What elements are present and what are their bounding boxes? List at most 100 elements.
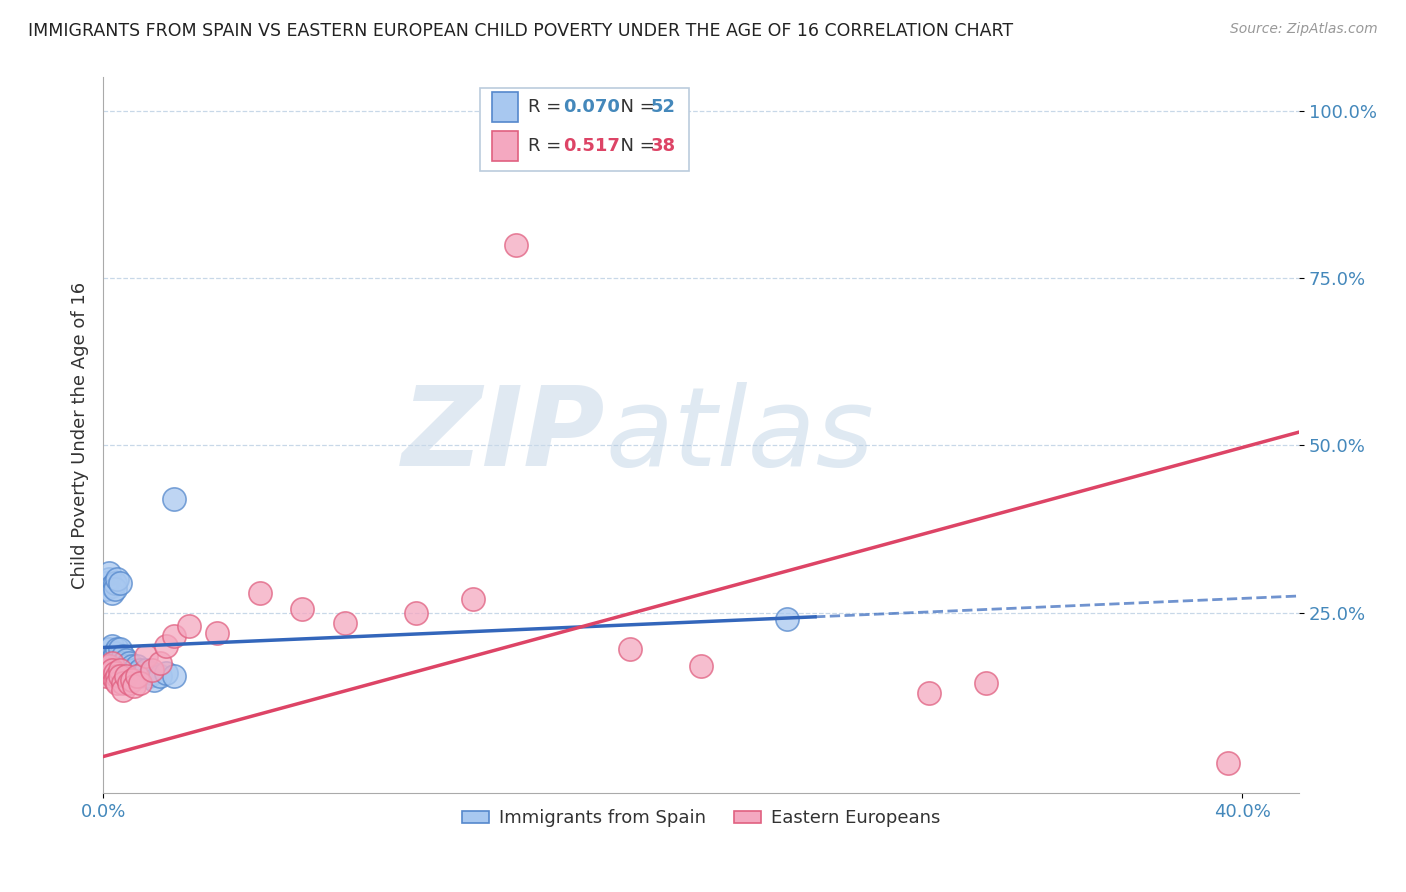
- Y-axis label: Child Poverty Under the Age of 16: Child Poverty Under the Age of 16: [72, 282, 89, 589]
- Point: [97, 659, 120, 673]
- Point: [177, 619, 200, 633]
- Text: atlas: atlas: [606, 382, 875, 489]
- Point: [105, 572, 128, 586]
- Point: [138, 669, 160, 683]
- Point: [143, 673, 166, 687]
- Point: [463, 592, 485, 607]
- Point: [124, 663, 146, 677]
- Point: [141, 663, 163, 677]
- Point: [94, 582, 117, 597]
- Point: [100, 659, 122, 673]
- Point: [163, 629, 186, 643]
- Text: 0.517: 0.517: [564, 137, 620, 155]
- Point: [619, 642, 641, 657]
- Point: [110, 575, 132, 590]
- Point: [129, 676, 152, 690]
- Point: [115, 665, 138, 680]
- Point: [97, 572, 120, 586]
- Point: [121, 659, 143, 673]
- Point: [291, 602, 314, 616]
- Point: [110, 642, 132, 657]
- Point: [112, 682, 135, 697]
- Point: [105, 676, 128, 690]
- Point: [163, 491, 186, 506]
- Point: [112, 663, 135, 677]
- Point: [97, 566, 120, 580]
- Text: N =: N =: [609, 137, 661, 155]
- Point: [105, 659, 128, 673]
- Point: [132, 665, 155, 680]
- Point: [100, 585, 122, 599]
- Point: [97, 642, 120, 657]
- Point: [110, 663, 132, 677]
- FancyBboxPatch shape: [479, 88, 689, 170]
- Point: [155, 665, 177, 680]
- Point: [94, 663, 117, 677]
- Point: [405, 606, 427, 620]
- Point: [118, 663, 141, 677]
- Text: 0.070: 0.070: [564, 98, 620, 116]
- Point: [112, 649, 135, 664]
- Point: [100, 656, 122, 670]
- Point: [112, 656, 135, 670]
- Point: [103, 673, 125, 687]
- Point: [115, 669, 138, 683]
- Point: [103, 582, 125, 597]
- Text: R =: R =: [527, 137, 567, 155]
- Point: [105, 652, 128, 666]
- Point: [110, 669, 132, 683]
- Point: [155, 639, 177, 653]
- Point: [103, 575, 125, 590]
- Point: [94, 656, 117, 670]
- Point: [505, 237, 527, 252]
- Point: [127, 665, 149, 680]
- Point: [163, 669, 186, 683]
- Point: [141, 665, 163, 680]
- Text: ZIP: ZIP: [402, 382, 606, 489]
- Point: [121, 665, 143, 680]
- Point: [105, 669, 128, 683]
- Legend: Immigrants from Spain, Eastern Europeans: Immigrants from Spain, Eastern Europeans: [454, 802, 948, 834]
- Point: [121, 673, 143, 687]
- Point: [149, 656, 172, 670]
- Point: [127, 659, 149, 673]
- Point: [100, 579, 122, 593]
- Point: [103, 656, 125, 670]
- Point: [124, 679, 146, 693]
- Point: [335, 615, 357, 630]
- Point: [775, 612, 797, 626]
- Point: [135, 649, 157, 664]
- Point: [100, 652, 122, 666]
- Point: [100, 639, 122, 653]
- Point: [100, 663, 122, 677]
- Text: 52: 52: [651, 98, 676, 116]
- Point: [105, 642, 128, 657]
- Point: [97, 665, 120, 680]
- Point: [112, 676, 135, 690]
- Point: [94, 663, 117, 677]
- Point: [974, 676, 997, 690]
- Point: [205, 625, 228, 640]
- Point: [1216, 756, 1239, 771]
- Point: [103, 646, 125, 660]
- Text: IMMIGRANTS FROM SPAIN VS EASTERN EUROPEAN CHILD POVERTY UNDER THE AGE OF 16 CORR: IMMIGRANTS FROM SPAIN VS EASTERN EUROPEA…: [28, 22, 1014, 40]
- Point: [135, 663, 157, 677]
- Point: [115, 652, 138, 666]
- Point: [115, 659, 138, 673]
- Point: [149, 669, 172, 683]
- Text: R =: R =: [527, 98, 567, 116]
- Point: [97, 649, 120, 664]
- Point: [690, 659, 713, 673]
- Point: [118, 676, 141, 690]
- Point: [129, 663, 152, 677]
- Text: Source: ZipAtlas.com: Source: ZipAtlas.com: [1230, 22, 1378, 37]
- Point: [918, 686, 941, 700]
- Point: [127, 669, 149, 683]
- Point: [94, 575, 117, 590]
- Point: [124, 669, 146, 683]
- Point: [103, 665, 125, 680]
- Text: 38: 38: [651, 137, 676, 155]
- FancyBboxPatch shape: [492, 92, 519, 122]
- Point: [94, 669, 117, 683]
- Point: [129, 669, 152, 683]
